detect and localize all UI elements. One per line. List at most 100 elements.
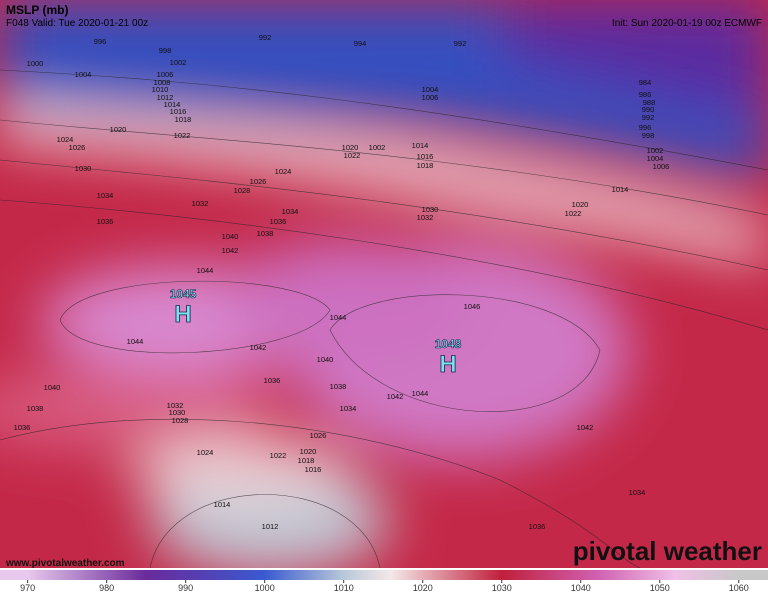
isobar-label: 1038 xyxy=(330,382,347,391)
colorbar-label: 1030 xyxy=(492,583,512,593)
isobar-label: 1040 xyxy=(222,232,239,241)
isobar-label: 1018 xyxy=(417,161,434,170)
isobar-label: 1016 xyxy=(170,107,187,116)
isobar-label: 1006 xyxy=(653,162,670,171)
isobar-label: 1020 xyxy=(342,143,359,152)
isobar-label: 998 xyxy=(642,131,655,140)
high-symbol: H xyxy=(439,351,456,378)
isobar-label: 1012 xyxy=(262,522,279,531)
isobar-label: 1032 xyxy=(192,199,209,208)
isobar-label: 1040 xyxy=(44,383,61,392)
isobar-label: 1032 xyxy=(417,213,434,222)
colorbar-label: 970 xyxy=(20,583,35,593)
isobar-label: 1028 xyxy=(172,416,189,425)
isobar-label: 998 xyxy=(159,46,172,55)
isobar-label: 1006 xyxy=(157,70,174,79)
isobar-label: 1002 xyxy=(647,146,664,155)
isobar-label: 1024 xyxy=(197,448,214,457)
isobar-label: 1030 xyxy=(75,164,92,173)
isobar-label: 1014 xyxy=(412,141,429,150)
isobar-label: 984 xyxy=(639,78,652,87)
isobar-label: 1016 xyxy=(305,465,322,474)
colorbar-label: 1020 xyxy=(413,583,433,593)
high-symbol: H xyxy=(174,301,191,328)
isobar-label: 1026 xyxy=(69,143,86,152)
isobar-label: 996 xyxy=(94,37,107,46)
isobar-label: 1018 xyxy=(175,115,192,124)
isobar-label: 1018 xyxy=(298,456,315,465)
isobar-label: 1014 xyxy=(164,100,181,109)
high-value: 1045 xyxy=(170,287,197,301)
isobar-label: 1044 xyxy=(127,337,144,346)
isobar-label: 1036 xyxy=(264,376,281,385)
isobar-label: 1006 xyxy=(422,93,439,102)
isobar-label: 1034 xyxy=(629,488,646,497)
isobar-label: 1022 xyxy=(270,451,287,460)
colorbar-label: 1050 xyxy=(650,583,670,593)
isobar-label: 992 xyxy=(642,113,655,122)
isobar-label: 992 xyxy=(259,33,272,42)
isobar-label: 1024 xyxy=(275,167,292,176)
isobar-label: 1036 xyxy=(529,522,546,531)
isobar-label: 1044 xyxy=(197,266,214,275)
isobar-label: 1026 xyxy=(310,431,327,440)
isobar-label: 1036 xyxy=(270,217,287,226)
isobar-label: 992 xyxy=(454,39,467,48)
isobar-label: 1022 xyxy=(344,151,361,160)
colorbar-label: 1040 xyxy=(571,583,591,593)
isobar-label: 996 xyxy=(639,123,652,132)
isobar-label: 1004 xyxy=(422,85,439,94)
colorbar-label: 980 xyxy=(99,583,114,593)
isobar-label: 1046 xyxy=(464,302,481,311)
isobar-label: 1034 xyxy=(340,404,357,413)
isobar-label: 1030 xyxy=(422,205,439,214)
colorbar xyxy=(0,570,768,580)
isobar-label: 1042 xyxy=(222,246,239,255)
isobar-label: 990 xyxy=(642,105,655,114)
map-background xyxy=(0,0,768,575)
isobar-label: 1004 xyxy=(647,154,664,163)
high-value: 1048 xyxy=(435,337,462,351)
isobar-label: 1024 xyxy=(57,135,74,144)
isobar-label: 1026 xyxy=(250,177,267,186)
isobar-label: 1030 xyxy=(169,408,186,417)
isobar-label: 1002 xyxy=(170,58,187,67)
init-time: Init: Sun 2020-01-19 00z ECMWF xyxy=(612,18,762,29)
isobar-label: 1032 xyxy=(167,401,184,410)
isobar-label: 1042 xyxy=(577,423,594,432)
isobar-label: 1042 xyxy=(250,343,267,352)
colorbar-label: 1060 xyxy=(729,583,749,593)
site-url: www.pivotalweather.com xyxy=(5,558,125,569)
isobar-label: 1034 xyxy=(97,191,114,200)
isobar-label: 988 xyxy=(643,98,656,107)
isobar-label: 1038 xyxy=(27,404,44,413)
isobar-label: 1020 xyxy=(300,447,317,456)
colorbar-label: 1000 xyxy=(255,583,275,593)
isobar-label: 1022 xyxy=(174,131,191,140)
isobar-label: 1038 xyxy=(257,229,274,238)
map-title: MSLP (mb) xyxy=(6,3,68,17)
isobar-label: 1020 xyxy=(572,200,589,209)
isobar-label: 1034 xyxy=(282,207,299,216)
isobar-label: 1022 xyxy=(565,209,582,218)
isobar-label: 1012 xyxy=(157,93,174,102)
isobar-label: 1002 xyxy=(369,143,386,152)
isobar-label: 1036 xyxy=(97,217,114,226)
brand-logo: pivotal weather xyxy=(573,536,762,566)
isobar-label: 1044 xyxy=(412,389,429,398)
colorbar-label: 1010 xyxy=(334,583,354,593)
valid-time: F048 Valid: Tue 2020-01-21 00z xyxy=(6,18,148,29)
isobar-label: 1028 xyxy=(234,186,251,195)
isobar-label: 1004 xyxy=(75,70,92,79)
isobar-label: 994 xyxy=(354,39,367,48)
isobar-label: 1020 xyxy=(110,125,127,134)
isobar-label: 1000 xyxy=(27,59,44,68)
isobar-label: 1016 xyxy=(417,152,434,161)
isobar-label: 1008 xyxy=(154,78,171,87)
isobar-label: 1044 xyxy=(330,313,347,322)
isobar-label: 1040 xyxy=(317,355,334,364)
isobar-label: 986 xyxy=(639,90,652,99)
isobar-label: 1042 xyxy=(387,392,404,401)
colorbar-label: 990 xyxy=(178,583,193,593)
